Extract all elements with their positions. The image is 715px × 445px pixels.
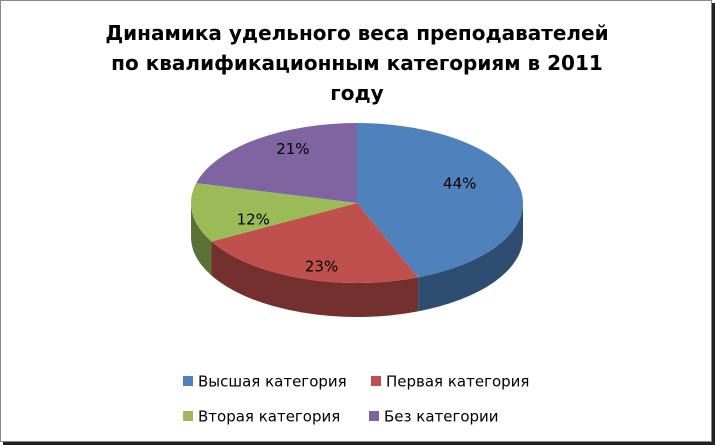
slice [191, 183, 357, 242]
legend-label: Вторая категория [198, 408, 340, 426]
slice [357, 123, 523, 278]
legend-swatch [369, 411, 379, 421]
slice-side [191, 203, 212, 276]
data-label: 23% [305, 258, 338, 276]
legend-swatch [183, 411, 193, 421]
border-shadow [3, 442, 715, 445]
slice [211, 203, 419, 283]
data-label: 12% [237, 211, 270, 229]
data-label: 44% [443, 175, 476, 193]
slice [196, 123, 357, 203]
chart-title: Динамика удельного веса преподавателей п… [105, 21, 609, 105]
slice-side [211, 241, 419, 317]
slice-side [418, 203, 523, 312]
border-shadow [712, 3, 715, 445]
legend-label: Первая категория [386, 373, 529, 391]
legend-label: Высшая категория [198, 373, 347, 391]
legend-swatch [371, 376, 381, 386]
data-label: 21% [276, 140, 309, 158]
legend-label: Без категории [384, 408, 499, 426]
legend-swatch [183, 376, 193, 386]
